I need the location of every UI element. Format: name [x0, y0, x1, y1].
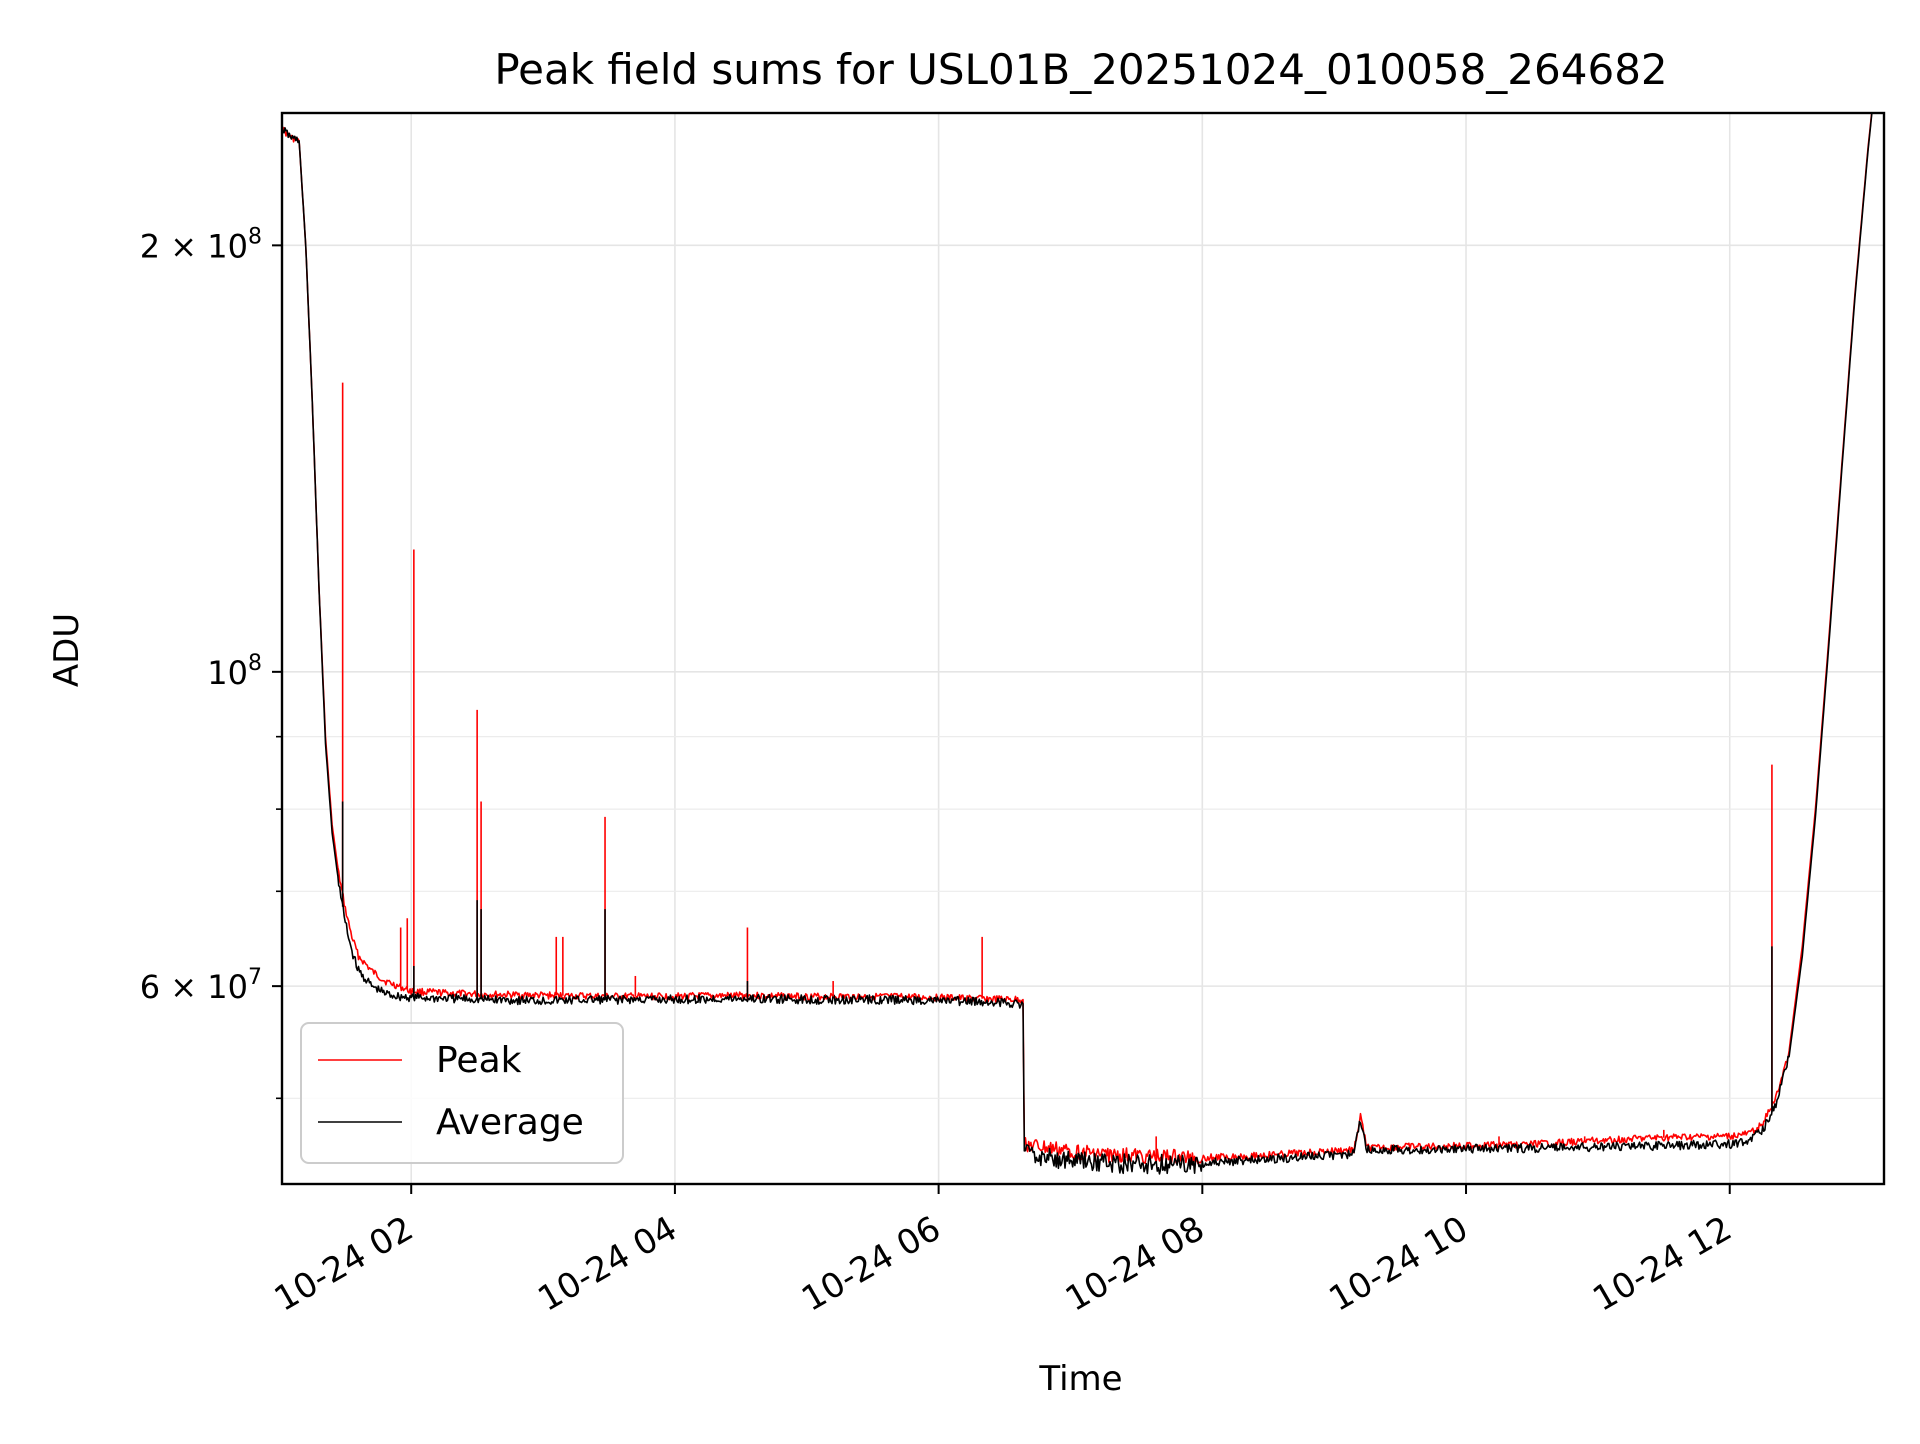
y-tick-label: 6 × 107: [140, 965, 262, 1006]
series-layer: [282, 113, 1873, 1175]
plot-frame: [280, 111, 1886, 1186]
y-tick-label: 108: [207, 651, 262, 692]
chart-title: Peak field sums for USL01B_20251024_0100…: [494, 45, 1667, 94]
legend-average-label: Average: [436, 1102, 584, 1143]
grid-lines: [282, 113, 1884, 1184]
x-axis-label: Time: [1038, 1359, 1122, 1399]
legend-box: [300, 1022, 624, 1164]
legend: Peak Average: [300, 1022, 624, 1164]
y-tick-label: 2 × 108: [140, 224, 262, 265]
peak-series-line: [282, 113, 1873, 1166]
average-series-line: [282, 113, 1873, 1175]
legend-peak-label: Peak: [436, 1040, 522, 1081]
y-axis-label: ADU: [47, 613, 87, 687]
